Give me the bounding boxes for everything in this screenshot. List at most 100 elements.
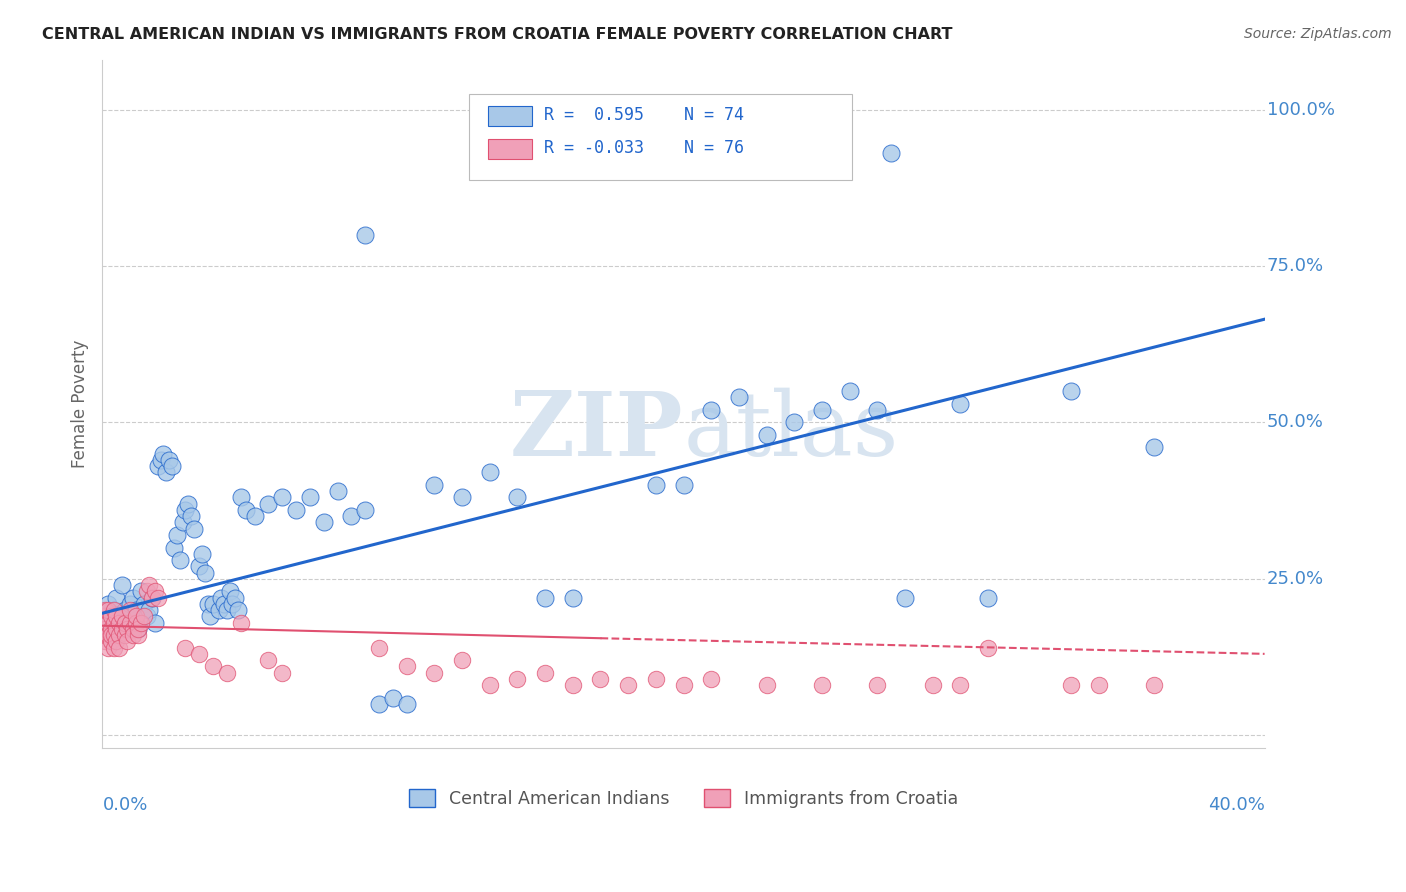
Point [105, 622, 128, 636]
Point [100, 634, 122, 648]
Point [141, 591, 163, 605]
Point [194, 566, 217, 580]
Text: R =  0.595    N = 74: R = 0.595 N = 74 [544, 106, 744, 124]
Point [226, 603, 249, 617]
Point [108, 640, 131, 655]
Point [152, 447, 174, 461]
Point [700, 403, 723, 417]
Text: 25.0%: 25.0% [1267, 570, 1324, 588]
Point [218, 584, 240, 599]
Point [395, 659, 418, 673]
Point [157, 453, 180, 467]
Point [174, 640, 197, 655]
Point [160, 459, 183, 474]
Point [235, 503, 257, 517]
Point [866, 678, 889, 692]
Point [155, 466, 177, 480]
Text: 50.0%: 50.0% [1267, 413, 1324, 432]
Point [183, 522, 205, 536]
Point [191, 547, 214, 561]
Point [94, 622, 117, 636]
Point [949, 678, 972, 692]
Point [921, 678, 943, 692]
Point [117, 634, 139, 648]
Point [534, 591, 557, 605]
Point [97, 640, 120, 655]
Point [381, 690, 404, 705]
Point [644, 478, 666, 492]
Point [100, 628, 122, 642]
Point [200, 609, 222, 624]
Point [188, 559, 211, 574]
Point [1143, 441, 1166, 455]
Point [811, 403, 834, 417]
Point [122, 628, 145, 642]
Point [114, 603, 136, 617]
Point [368, 640, 391, 655]
Point [122, 622, 145, 636]
Point [117, 609, 139, 624]
Point [354, 227, 377, 242]
Point [135, 584, 157, 599]
Point [257, 497, 280, 511]
Point [124, 603, 146, 617]
Text: 75.0%: 75.0% [1267, 257, 1324, 275]
Point [727, 391, 749, 405]
Point [202, 659, 225, 673]
Point [644, 672, 666, 686]
Point [141, 591, 163, 605]
Point [132, 609, 155, 624]
Point [127, 622, 149, 636]
Point [105, 609, 128, 624]
Point [229, 615, 252, 630]
Point [243, 509, 266, 524]
Point [124, 609, 146, 624]
Point [122, 591, 145, 605]
Point [127, 628, 149, 642]
Legend: Central American Indians, Immigrants from Croatia: Central American Indians, Immigrants fro… [402, 782, 965, 814]
Point [866, 403, 889, 417]
Point [672, 478, 695, 492]
Point [166, 528, 188, 542]
Point [143, 584, 166, 599]
Point [177, 497, 200, 511]
Point [94, 634, 117, 648]
Text: ZIP: ZIP [510, 388, 683, 475]
Point [506, 672, 529, 686]
Point [103, 603, 125, 617]
Point [127, 622, 149, 636]
Point [111, 622, 134, 636]
Point [589, 672, 612, 686]
Point [103, 640, 125, 655]
Point [146, 591, 169, 605]
Point [700, 672, 723, 686]
Point [1143, 678, 1166, 692]
Point [880, 146, 903, 161]
Point [285, 503, 308, 517]
Point [103, 615, 125, 630]
Point [94, 609, 117, 624]
Point [120, 597, 142, 611]
Point [298, 491, 321, 505]
Point [138, 603, 160, 617]
Point [215, 603, 238, 617]
Point [229, 491, 252, 505]
Point [672, 678, 695, 692]
Point [368, 697, 391, 711]
Point [120, 603, 142, 617]
Point [108, 615, 131, 630]
Point [103, 603, 125, 617]
Bar [488, 139, 533, 160]
Point [271, 665, 294, 680]
Point [124, 615, 146, 630]
Point [117, 622, 139, 636]
Point [180, 509, 202, 524]
Point [838, 384, 860, 398]
Point [209, 591, 232, 605]
Point [977, 591, 1000, 605]
Point [271, 491, 294, 505]
Point [451, 653, 474, 667]
Point [208, 603, 231, 617]
Point [105, 634, 128, 648]
Point [138, 578, 160, 592]
